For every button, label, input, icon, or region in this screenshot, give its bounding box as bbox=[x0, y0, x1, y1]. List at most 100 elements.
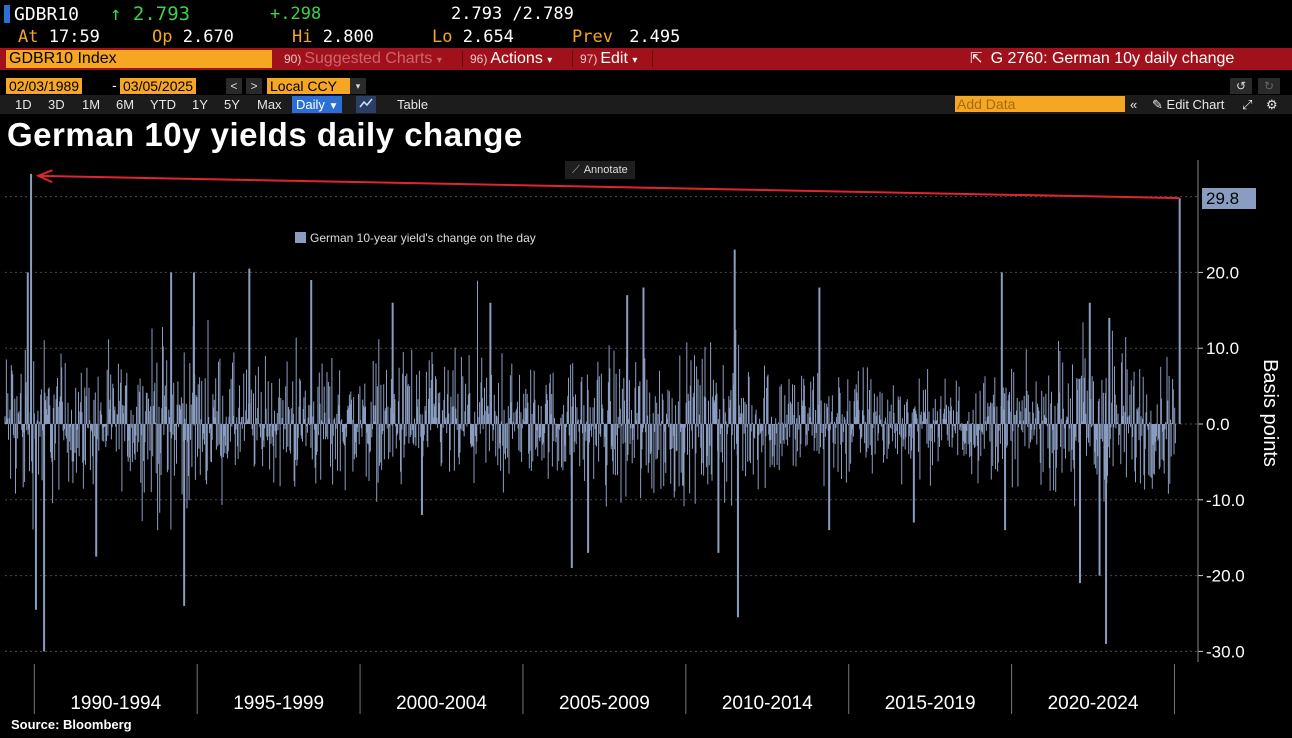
x-tick-label: 2015-2019 bbox=[885, 693, 976, 714]
x-tick-label: 2010-2014 bbox=[722, 693, 813, 714]
divider bbox=[652, 51, 653, 67]
annotation-arrow-line bbox=[38, 174, 1180, 200]
y-tick-label: -10.0 bbox=[1206, 491, 1245, 510]
prev-period-button[interactable]: < bbox=[226, 78, 242, 94]
chart-id[interactable]: ⇱ G 2760: German 10y daily change bbox=[970, 48, 1234, 70]
bid-ask: 2.793 /2.789 bbox=[451, 4, 574, 24]
y-axis: 20.0 10.0 0.0 -10.0 -20.0 -30.0 bbox=[1197, 160, 1245, 662]
x-tick-label: 2000-2004 bbox=[396, 693, 487, 714]
legend[interactable]: German 10-year yield's change on the day bbox=[289, 228, 542, 248]
table-button[interactable]: Table bbox=[397, 97, 429, 112]
prev-value: 2.495 bbox=[629, 27, 681, 47]
caret-down-icon: ▾ bbox=[547, 55, 553, 66]
next-period-button[interactable]: > bbox=[246, 78, 262, 94]
caret-down-icon: ▾ bbox=[632, 55, 638, 66]
y-tick-label: 0.0 bbox=[1206, 415, 1230, 434]
low-label: Lo bbox=[432, 27, 453, 47]
edit-menu[interactable]: 97) Edit ▾ bbox=[580, 48, 637, 70]
redo-icon[interactable]: ↻ bbox=[1258, 78, 1280, 94]
range-1d[interactable]: 1D bbox=[15, 97, 32, 112]
annotate-pencil-icon: ⟋ bbox=[572, 164, 580, 176]
open-label: Op bbox=[152, 27, 173, 47]
last-value-label: 29.8 bbox=[1206, 189, 1240, 208]
divider bbox=[572, 51, 573, 67]
range-ytd[interactable]: YTD bbox=[150, 97, 176, 112]
low-value: 2.654 bbox=[462, 27, 514, 47]
suggested-charts-menu[interactable]: 90) Suggested Charts ▾ bbox=[284, 48, 442, 70]
last-price-value: 2.793 bbox=[132, 3, 191, 25]
range-3d[interactable]: 3D bbox=[48, 97, 65, 112]
start-date-input[interactable]: 02/03/1989 bbox=[6, 78, 83, 94]
range-6m[interactable]: 6M bbox=[116, 97, 135, 112]
actions-label: Actions bbox=[490, 50, 543, 67]
gear-icon[interactable]: ⚙ bbox=[1266, 97, 1278, 112]
edit-chart-label: Edit Chart bbox=[1166, 97, 1225, 112]
open-field: Op 2.670 bbox=[152, 27, 234, 47]
caret-down-icon: ▾ bbox=[436, 55, 442, 66]
line-chart-icon bbox=[359, 98, 373, 108]
x-tick-label: 2020-2024 bbox=[1048, 693, 1139, 714]
last-price: ↑ 2.793 bbox=[110, 3, 190, 25]
y-tick-label: -30.0 bbox=[1206, 642, 1245, 661]
annotation-arrowhead bbox=[35, 169, 53, 184]
function-bar: GDBR10 Index 90) Suggested Charts ▾ 96) Ac… bbox=[0, 48, 1292, 70]
range-1m[interactable]: 1M bbox=[82, 97, 101, 112]
legend-label: German 10-year yield's change on the day bbox=[310, 231, 536, 245]
x-tick-label: 1995-1999 bbox=[233, 693, 324, 714]
net-change: +.298 bbox=[270, 4, 322, 24]
range-1y[interactable]: 1Y bbox=[192, 97, 208, 112]
chart-settings-icon[interactable]: ⤢ bbox=[1242, 97, 1253, 112]
add-data-input[interactable]: Add Data bbox=[955, 96, 1125, 112]
bar-series bbox=[4, 173, 1181, 652]
time-field: At 17:59 bbox=[18, 27, 100, 47]
annotate-button[interactable]: ⟋ Annotate bbox=[565, 161, 635, 179]
ticker-symbol[interactable]: GDBR10 bbox=[14, 4, 80, 25]
y-axis-title: Basis points bbox=[1259, 359, 1281, 467]
x-axis: 1990-1994 1995-1999 2000-2004 2005-2009 2010… bbox=[33, 664, 1175, 714]
edit-num: 97) bbox=[580, 52, 598, 66]
frequency-select[interactable]: Daily ▼ bbox=[292, 96, 343, 113]
external-link-icon: ⇱ bbox=[970, 50, 983, 67]
chart-type-icon[interactable] bbox=[356, 96, 376, 113]
actions-menu[interactable]: 96) Actions ▾ bbox=[470, 48, 552, 70]
pencil-icon: ✎ bbox=[1152, 97, 1163, 112]
prev-label: Prev bbox=[572, 27, 613, 47]
y-tick-label: -20.0 bbox=[1206, 567, 1245, 586]
low-field: Lo 2.654 bbox=[432, 27, 514, 47]
chart-title: German 10y yields daily change bbox=[7, 116, 523, 153]
source-note: Source: Bloomberg bbox=[11, 717, 132, 732]
collapse-icon[interactable]: « bbox=[1130, 97, 1138, 112]
range-max[interactable]: Max bbox=[257, 97, 282, 112]
annotate-label: Annotate bbox=[583, 164, 628, 176]
edit-label: Edit bbox=[600, 50, 628, 67]
prev-field: Prev 2.495 bbox=[572, 27, 680, 47]
open-value: 2.670 bbox=[182, 27, 234, 47]
high-value: 2.800 bbox=[322, 27, 374, 47]
x-tick-label: 2005-2009 bbox=[559, 693, 650, 714]
currency-select[interactable]: Local CCY bbox=[267, 78, 353, 94]
up-arrow-icon: ↑ bbox=[110, 3, 122, 25]
range-5y[interactable]: 5Y bbox=[224, 97, 240, 112]
divider bbox=[462, 51, 463, 67]
x-tick-label: 1990-1994 bbox=[70, 693, 161, 714]
last-value-tag: 29.8 bbox=[1202, 188, 1256, 209]
suggested-num: 90) bbox=[284, 52, 302, 66]
actions-num: 96) bbox=[470, 52, 488, 66]
undo-icon[interactable]: ↺ bbox=[1230, 78, 1252, 94]
security-field[interactable]: GDBR10 Index bbox=[6, 50, 272, 68]
high-label: Hi bbox=[292, 27, 313, 47]
legend-swatch bbox=[295, 232, 306, 243]
frequency-label: Daily bbox=[296, 97, 325, 112]
high-field: Hi 2.800 bbox=[292, 27, 374, 47]
time-value: 17:59 bbox=[48, 27, 100, 47]
y-tick-label: 20.0 bbox=[1206, 263, 1239, 282]
edit-chart-button[interactable]: ✎ Edit Chart bbox=[1152, 96, 1224, 113]
end-date-input[interactable]: 03/05/2025 bbox=[120, 78, 197, 94]
time-label: At bbox=[18, 27, 39, 47]
currency-caret-icon[interactable]: ▾ bbox=[350, 78, 366, 94]
suggested-label: Suggested Charts bbox=[304, 50, 433, 67]
add-data-placeholder: Add Data bbox=[957, 96, 1016, 112]
daily-change-bars bbox=[4, 280, 1176, 531]
ticker-marker bbox=[4, 5, 10, 23]
